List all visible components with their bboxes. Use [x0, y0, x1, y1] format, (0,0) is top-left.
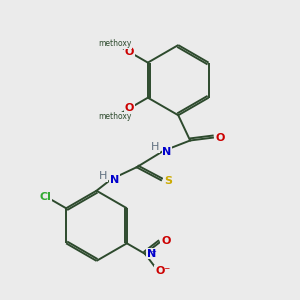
Text: H: H — [151, 142, 159, 152]
Text: methoxy: methoxy — [98, 112, 132, 121]
Text: +: + — [150, 249, 156, 255]
Text: O⁻: O⁻ — [155, 266, 170, 276]
Text: methoxy: methoxy — [98, 39, 132, 48]
Text: S: S — [164, 176, 172, 186]
Text: O: O — [124, 47, 134, 57]
Text: N: N — [162, 147, 172, 157]
Text: Cl: Cl — [39, 192, 51, 202]
Text: N: N — [147, 249, 156, 259]
Text: O: O — [124, 103, 134, 113]
Text: O: O — [215, 133, 224, 142]
Text: O: O — [161, 236, 170, 246]
Text: H: H — [99, 171, 107, 181]
Text: N: N — [110, 175, 119, 185]
